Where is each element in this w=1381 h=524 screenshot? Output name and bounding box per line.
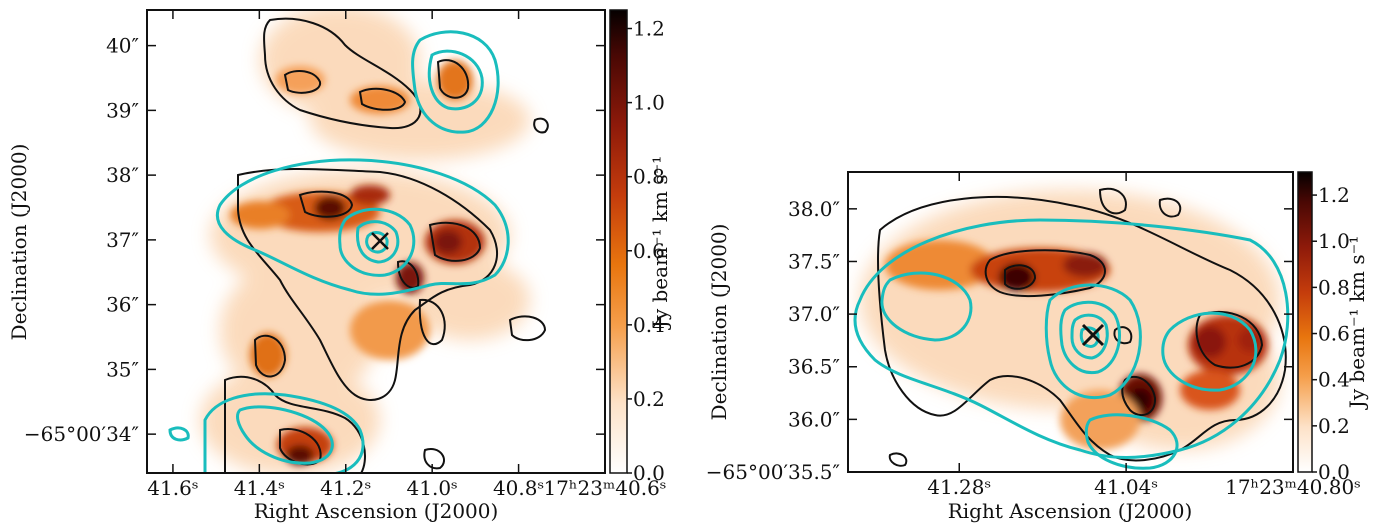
axes-frame-left [146,9,606,474]
colorbar-tick-label: 0.4 [1318,368,1350,392]
y-tick-label: 39″ [106,98,139,122]
colorbar-tick-label: 0.0 [633,461,665,485]
axes-frame-right [847,171,1294,473]
y-tick-label: 38″ [106,163,139,187]
intensity-map-left [168,10,549,473]
y-tick-label: 35″ [106,357,139,381]
x-tick-label: 41.0ˢ [407,476,458,500]
x-tick-label: 41.2ˢ [320,476,371,500]
y-tick-label: 36.5″ [788,355,840,379]
colorbar-tick-label: 1.2 [1318,183,1350,207]
colorbar-tick-label: 0.2 [1318,414,1350,438]
y-tick-label: 37″ [106,228,139,252]
x-tick-label: 40.8ˢ [493,476,544,500]
colorbar-tick-label: 0.8 [1318,275,1350,299]
panel-left: 41.6ˢ 41.4ˢ 41.2ˢ 41.0ˢ 40.8ˢ 17ʰ23ᵐ40.6ˢ −65°… [7,9,672,523]
cyan-contours-left [168,30,510,473]
x-tick-label: 41.6ˢ [147,476,198,500]
y-tick-label: 37.0″ [788,302,840,326]
y-tick-label: 36″ [106,293,139,317]
intensity-map-right [853,187,1290,470]
x-tick-label: 41.04ˢ [1094,475,1158,499]
source-marker-right [1081,323,1105,347]
colorbar-tick-label: 1.0 [1318,229,1350,253]
colorbar-ticks-right: 0.0 0.2 0.4 0.6 0.8 1.0 1.2 [1312,183,1350,484]
y-tick-label: 36.0″ [788,407,840,431]
colorbar-tick-label: 0.6 [1318,322,1350,346]
y-tick-label: 38.0″ [788,197,840,221]
colorbar-tick-label: 1.2 [633,17,665,41]
y-tick-label: −65°00′35.5″ [706,460,840,484]
ticks-left: 41.6ˢ 41.4ˢ 41.2ˢ 41.0ˢ 40.8ˢ 17ʰ23ᵐ40.6ˢ −65°… [24,10,667,500]
colorbar-tick-label: 0.8 [633,165,665,189]
colorbar-tick-label: 0.2 [633,387,665,411]
colorbar-label-right: Jy beam⁻¹ km s⁻¹ [1345,236,1369,410]
x-tick-label: 41.28ˢ [927,475,991,499]
cyan-contours-right [853,218,1290,470]
x-tick-label: 17ʰ23ᵐ40.6ˢ [543,476,666,500]
colorbar-tick-label: 1.0 [633,91,665,115]
y-tick-label: 37.5″ [788,249,840,273]
panel-right: 41.28ˢ 41.04ˢ 17ʰ23ᵐ40.80ˢ −65°00′35.5″ 36.0… [706,171,1369,523]
colorbar-ticks-left: 0.0 0.2 0.4 0.6 0.8 1.0 1.2 [627,17,665,485]
ticks-right: 41.28ˢ 41.04ˢ 17ʰ23ᵐ40.80ˢ −65°00′35.5″ 36.0… [706,172,1361,499]
x-tick-label: 17ʰ23ᵐ40.80ˢ [1225,475,1361,499]
y-tick-label: 40″ [106,34,139,58]
x-tick-label: 41.4ˢ [234,476,285,500]
colorbar-left [609,9,628,474]
colorbar-right [1297,171,1313,473]
y-axis-label-left: Declination (J2000) [7,144,31,341]
source-marker-left [371,232,389,250]
x-axis-label-right: Right Ascension (J2000) [948,499,1193,523]
colorbar-tick-label: 0.4 [633,313,665,337]
y-tick-label: −65°00′34″ [24,422,139,446]
colorbar-tick-label: 0.6 [633,239,665,263]
colorbar-label-left: Jy beam⁻¹ km s⁻¹ [648,156,672,330]
x-axis-label-left: Right Ascension (J2000) [254,499,499,523]
colorbar-tick-label: 0.0 [1318,460,1350,484]
y-axis-label-right: Declination (J2000) [707,224,731,421]
